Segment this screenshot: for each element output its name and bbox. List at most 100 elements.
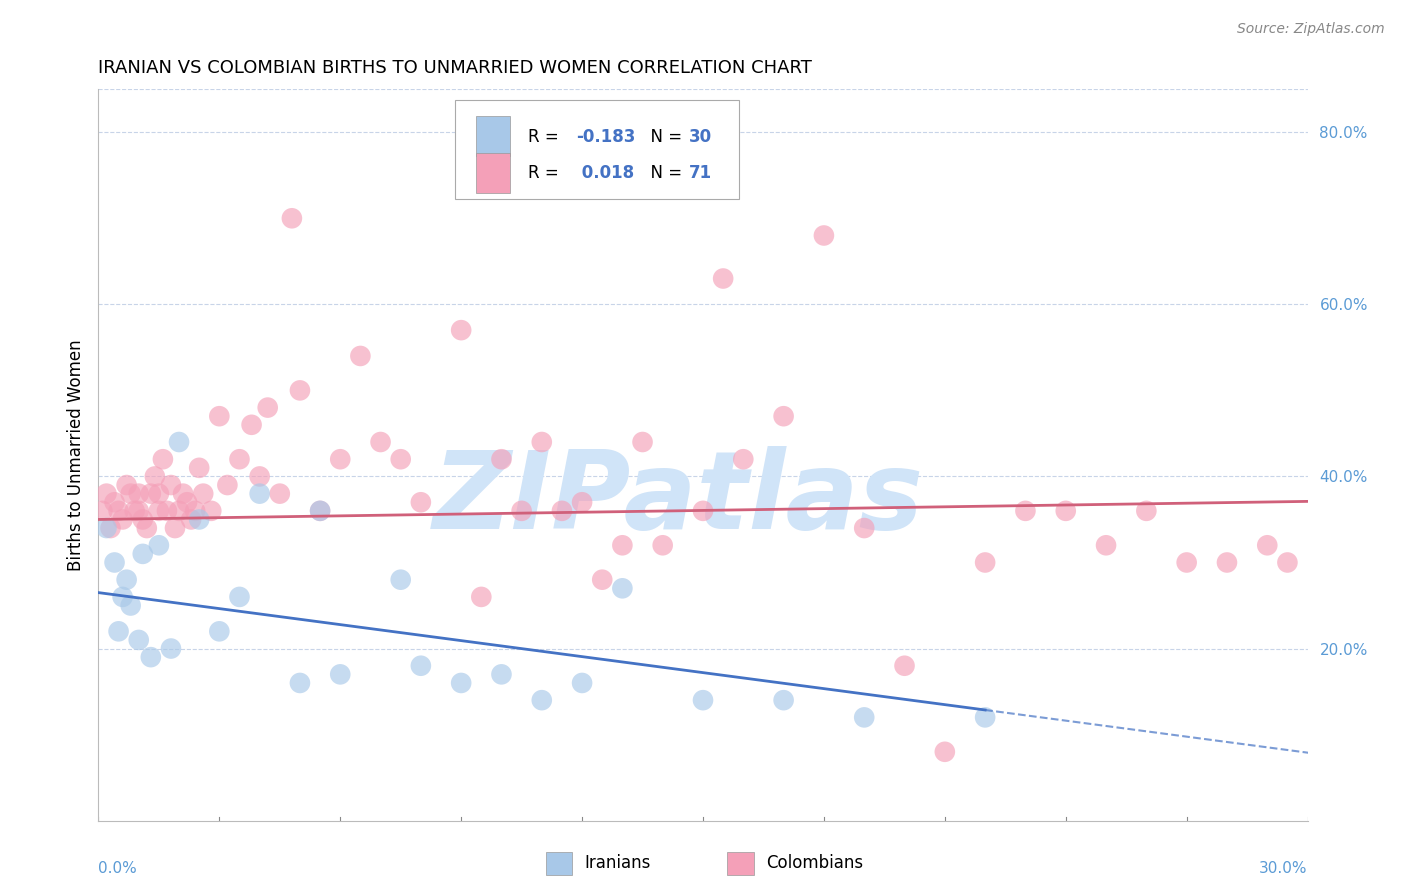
Point [176,495,198,509]
Point [711,271,734,285]
Point [240,417,263,432]
Point [100,521,122,535]
Point [139,650,162,665]
Point [370,435,392,450]
FancyBboxPatch shape [475,116,509,156]
Point [143,469,166,483]
Point [974,710,997,724]
Point [409,495,432,509]
Y-axis label: Births to Unmarried Women: Births to Unmarried Women [66,339,84,571]
Point [103,556,125,570]
FancyBboxPatch shape [546,852,572,876]
Point [692,504,714,518]
Point [184,504,207,518]
Point [256,401,278,415]
Point [120,599,142,613]
Point [1216,556,1239,570]
Point [156,504,179,518]
Point [309,504,332,518]
Point [551,504,574,518]
Point [1175,556,1198,570]
Point [813,228,835,243]
Point [1256,538,1278,552]
Point [160,641,183,656]
Point [96,521,118,535]
Point [733,452,755,467]
Text: R =: R = [527,128,564,145]
Text: R =: R = [527,164,564,182]
Point [167,435,190,450]
Point [349,349,371,363]
Point [132,547,155,561]
Point [96,486,118,500]
Point [107,624,129,639]
Point [1277,556,1299,570]
Text: N =: N = [640,128,688,145]
Point [1135,504,1157,518]
Point [530,435,553,450]
Point [281,211,304,226]
Point [631,435,654,450]
Point [1095,538,1118,552]
Point [180,512,202,526]
Point [491,452,513,467]
Point [128,632,150,647]
FancyBboxPatch shape [456,100,740,199]
Point [148,486,170,500]
Point [228,590,250,604]
Point [772,693,794,707]
Point [853,710,876,724]
Point [111,590,134,604]
Point [208,624,231,639]
Point [200,504,222,518]
Point [193,486,215,500]
Point [132,512,155,526]
Point [269,486,291,500]
Text: 0.0%: 0.0% [98,861,138,876]
Point [853,521,876,535]
Point [329,667,352,681]
Text: N =: N = [640,164,688,182]
Point [128,486,150,500]
Text: 30.0%: 30.0% [1260,861,1308,876]
Point [389,573,412,587]
Point [450,323,472,337]
Point [612,538,634,552]
Point [934,745,956,759]
Point [409,658,432,673]
Point [172,486,194,500]
Point [692,693,714,707]
Point [772,409,794,424]
Point [228,452,250,467]
Text: IRANIAN VS COLOMBIAN BIRTHS TO UNMARRIED WOMEN CORRELATION CHART: IRANIAN VS COLOMBIAN BIRTHS TO UNMARRIED… [98,59,813,77]
Point [612,582,634,596]
Point [103,495,125,509]
Text: ZIPatlas: ZIPatlas [433,446,924,552]
Point [450,676,472,690]
Point [208,409,231,424]
Point [163,521,186,535]
Point [1054,504,1077,518]
Point [893,658,915,673]
Point [249,486,271,500]
Text: Colombians: Colombians [766,854,863,872]
Text: Source: ZipAtlas.com: Source: ZipAtlas.com [1237,22,1385,37]
Text: Iranians: Iranians [585,854,651,872]
Point [124,504,146,518]
Text: 30: 30 [689,128,711,145]
Point [389,452,412,467]
Point [974,556,997,570]
Point [139,486,162,500]
Point [115,573,138,587]
Point [160,478,183,492]
Point [91,504,114,518]
Point [135,521,157,535]
Point [148,538,170,552]
Point [148,504,170,518]
Point [188,512,211,526]
Point [571,676,593,690]
Point [111,512,134,526]
Point [329,452,352,467]
Text: -0.183: -0.183 [576,128,636,145]
Point [167,504,190,518]
